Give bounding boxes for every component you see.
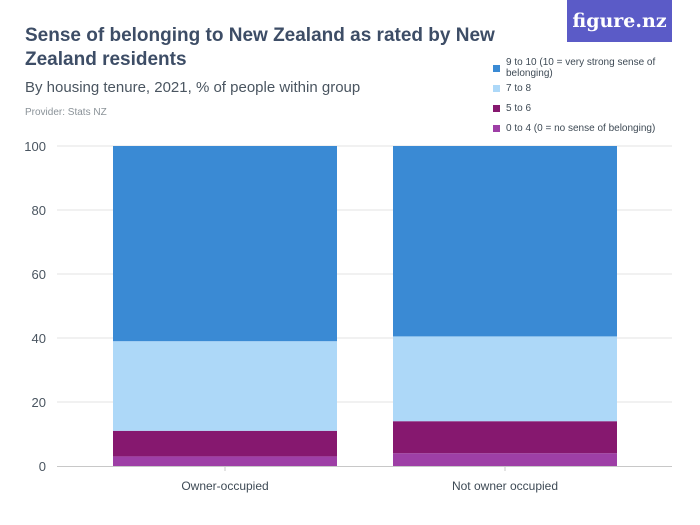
legend-label: 0 to 4 (0 = no sense of belonging)	[506, 122, 656, 134]
bar-segment-9-10	[393, 146, 617, 337]
bar-segment-9-10	[113, 146, 337, 342]
legend-item: 7 to 8	[493, 78, 700, 98]
legend-label: 5 to 6	[506, 102, 532, 114]
y-tick-label: 60	[32, 267, 46, 282]
y-tick-label: 80	[32, 203, 46, 218]
x-tick-label: Owner-occupied	[181, 479, 268, 493]
legend-swatch	[493, 64, 500, 72]
y-tick-label: 0	[39, 459, 46, 474]
legend-swatch	[493, 124, 500, 132]
y-tick-label: 40	[32, 331, 46, 346]
legend-swatch	[493, 104, 500, 112]
chart-title: Sense of belonging to New Zealand as rat…	[25, 25, 495, 70]
bar-segment-0-4	[393, 453, 617, 466]
provider-label: Provider: Stats NZ	[25, 107, 107, 118]
bar-segment-5-6	[113, 430, 337, 457]
legend-label: 9 to 10 (10 = very strong sense of belon…	[506, 57, 656, 79]
x-tick-label: Not owner occupied	[452, 479, 558, 493]
legend-label: 7 to 8	[506, 82, 532, 94]
legend-item: 0 to 4 (0 = no sense of belonging)	[493, 118, 700, 138]
bar-segment-7-8	[113, 341, 337, 431]
legend-item: 9 to 10 (10 = very strong sense of belon…	[493, 57, 700, 79]
y-tick-label: 100	[24, 139, 46, 154]
chart-legend: 9 to 10 (10 = very strong sense of belon…	[493, 57, 700, 138]
y-tick-label: 20	[32, 395, 46, 410]
legend-item: 5 to 6	[493, 98, 700, 118]
bar-segment-5-6	[393, 421, 617, 454]
bar-segment-0-4	[113, 456, 337, 466]
chart-subtitle: By housing tenure, 2021, % of people wit…	[25, 79, 361, 96]
bar-segment-7-8	[393, 336, 617, 422]
figure-nz-logo[interactable]: figure.nz	[567, 0, 672, 42]
legend-swatch	[493, 84, 500, 92]
